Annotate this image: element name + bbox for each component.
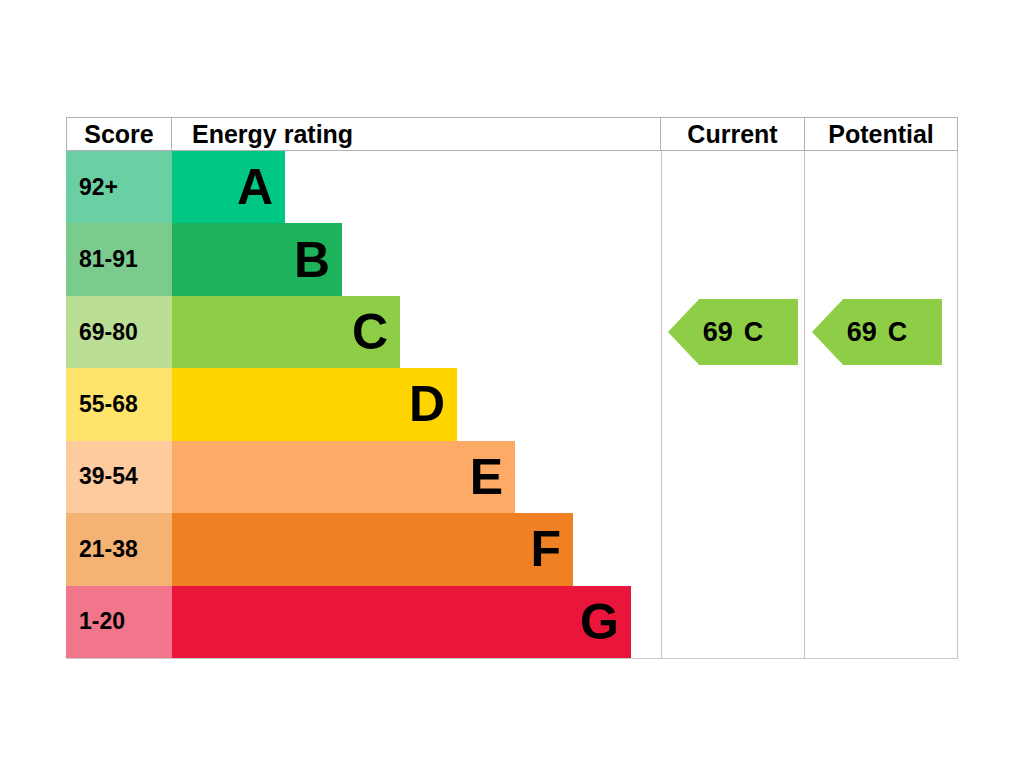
band-letter: E (470, 452, 503, 502)
epc-rating-chart: Score Energy rating Current Potential 92… (66, 117, 958, 658)
current-rating-arrow: 69 C (668, 299, 798, 365)
band-bar: F (172, 513, 573, 585)
current-column-header: Current (661, 117, 805, 151)
band-letter: C (352, 307, 388, 357)
band-score-label: 1-20 (66, 586, 172, 658)
band-letter: F (530, 524, 561, 574)
band-row-g: 1-20 G (66, 586, 661, 658)
current-column: 69 C (661, 151, 805, 658)
band-bar: A (172, 151, 285, 223)
current-score-value: 69 (703, 317, 733, 348)
band-row-c: 69-80 C (66, 296, 661, 368)
band-letter: A (237, 162, 273, 212)
potential-score-value: 69 (847, 317, 877, 348)
band-score-label: 39-54 (66, 441, 172, 513)
current-band-letter: C (744, 317, 764, 348)
band-bar: D (172, 368, 457, 440)
band-row-d: 55-68 D (66, 368, 661, 440)
band-bar: E (172, 441, 515, 513)
band-score-label: 92+ (66, 151, 172, 223)
band-score-label: 55-68 (66, 368, 172, 440)
potential-band-letter: C (888, 317, 908, 348)
band-letter: G (580, 597, 619, 647)
score-column-header: Score (66, 117, 172, 151)
band-letter: D (409, 379, 445, 429)
band-score-label: 21-38 (66, 513, 172, 585)
band-row-b: 81-91 B (66, 223, 661, 295)
band-score-label: 69-80 (66, 296, 172, 368)
band-bar: G (172, 586, 631, 658)
band-row-f: 21-38 F (66, 513, 661, 585)
band-row-a: 92+ A (66, 151, 661, 223)
band-bar: C (172, 296, 400, 368)
potential-column-header: Potential (805, 117, 958, 151)
energy-rating-column-header: Energy rating (172, 117, 661, 151)
band-score-label: 81-91 (66, 223, 172, 295)
band-row-e: 39-54 E (66, 441, 661, 513)
band-bar: B (172, 223, 342, 295)
band-letter: B (294, 235, 330, 285)
potential-rating-arrow: 69 C (812, 299, 942, 365)
chart-body: 92+ A 81-91 B 69-80 C 55-68 D 39-54 E 21… (66, 151, 958, 659)
potential-column: 69 C (805, 151, 958, 658)
band-rows: 92+ A 81-91 B 69-80 C 55-68 D 39-54 E 21… (66, 151, 661, 658)
chart-header-row: Score Energy rating Current Potential (66, 117, 958, 151)
